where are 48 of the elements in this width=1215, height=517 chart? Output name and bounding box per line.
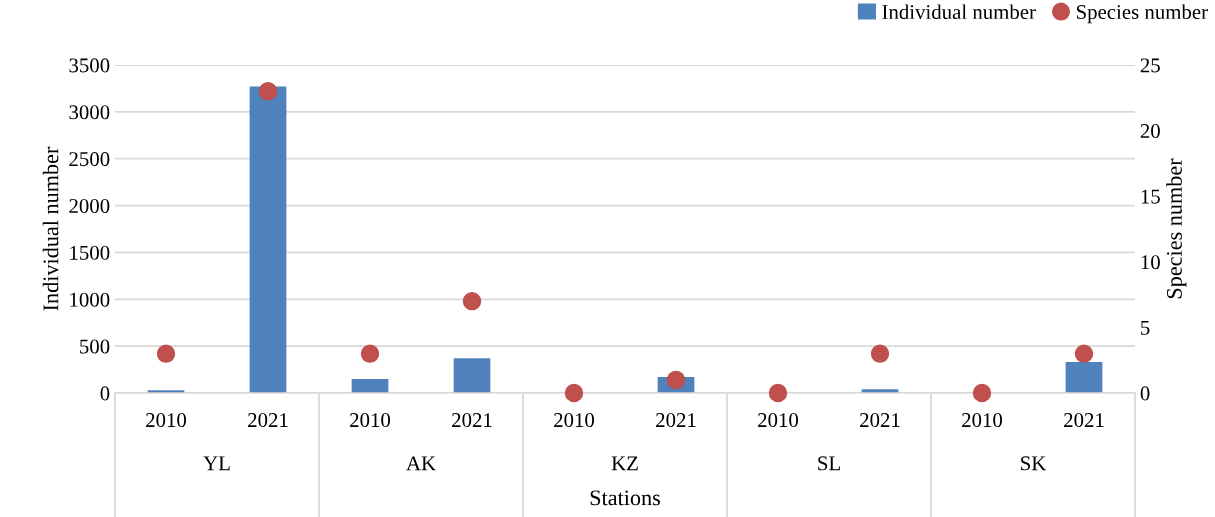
x-tick-label: 2021: [860, 413, 900, 428]
y-tick-label: 2000: [69, 198, 110, 213]
point: [462, 291, 482, 311]
point: [768, 383, 788, 403]
x-tick-label: 2010: [758, 413, 799, 428]
y-tick-label: 1000: [70, 292, 110, 307]
x-tick-label: 2021: [248, 413, 288, 428]
y2-tick-label: 25: [1140, 58, 1160, 73]
x-tick-label: 2021: [656, 413, 696, 428]
text: AK: [406, 456, 436, 471]
point: [360, 344, 380, 363]
point: [258, 82, 278, 101]
y-tick-label: 1500: [70, 245, 110, 260]
y-tick-label: 500: [80, 339, 110, 354]
y2-axis-title: Species number: [1166, 158, 1187, 299]
x-tick-label: 2021: [452, 413, 492, 428]
point: [1074, 344, 1094, 363]
y-tick-label: 0: [100, 386, 110, 401]
y2-tick-label: 0: [1140, 386, 1150, 401]
text: KZ: [611, 456, 638, 471]
bar: [351, 378, 389, 393]
x-tick-label: 2021: [1064, 413, 1104, 428]
x-tick-label: 2010: [554, 413, 595, 428]
point: [666, 370, 686, 390]
y-tick-label: 3000: [69, 105, 110, 120]
x-tick-label: 2010: [962, 413, 1003, 428]
x-tick-label: 2010: [146, 413, 187, 428]
y2-tick-label: 10: [1141, 255, 1160, 270]
y-tick-label: 2500: [69, 152, 110, 167]
text: SL: [818, 456, 840, 471]
y2-tick-label: 5: [1141, 320, 1150, 335]
y-tick-label: 3500: [69, 58, 110, 73]
bar: [249, 86, 287, 393]
text: YL: [203, 456, 230, 471]
x-axis-title: Stations: [590, 490, 660, 506]
point: [870, 344, 890, 363]
legend-label: Individual number: [882, 4, 1036, 20]
y-axis-title: Individual number: [42, 146, 59, 311]
point: [156, 344, 176, 363]
point: [972, 383, 992, 403]
text: SK: [1021, 456, 1047, 471]
bar: [453, 358, 491, 393]
x-tick-label: 2010: [350, 413, 391, 428]
bar: [1065, 362, 1103, 393]
y2-tick-label: 20: [1140, 123, 1160, 139]
y2-tick-label: 15: [1141, 189, 1160, 204]
point: [564, 383, 584, 403]
legend-label: Species number: [1076, 4, 1208, 24]
